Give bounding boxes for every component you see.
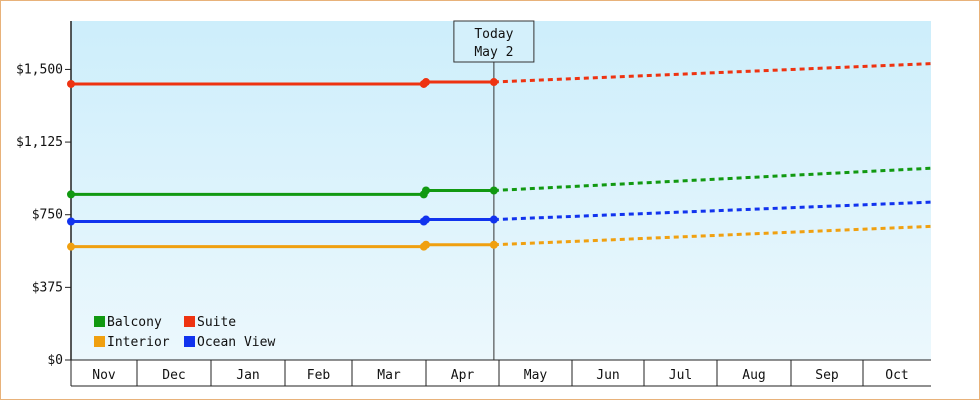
legend-label: Suite <box>197 315 236 330</box>
plot-area <box>71 21 931 360</box>
y-tick-label: $375 <box>32 280 63 295</box>
today-label-box <box>453 20 535 63</box>
y-tick-label: $1,125 <box>16 135 63 150</box>
x-axis: Nov Dec Jan Feb Mar Apr May Jun Jul Aug Sep Oct <box>70 359 931 387</box>
x-tick-label: Mar <box>377 368 401 383</box>
legend-swatch <box>184 316 195 327</box>
x-tick-label: Jul <box>669 368 692 383</box>
legend-label: Interior <box>107 335 170 350</box>
series-point-3 <box>67 217 75 226</box>
y-tick-label: $0 <box>47 353 63 368</box>
series-point-0 <box>67 190 75 199</box>
series-point-1 <box>422 78 430 87</box>
x-tick-label: Oct <box>885 368 908 383</box>
legend-swatch <box>94 316 105 327</box>
x-tick-label: Apr <box>451 368 475 383</box>
series-forecast-line-1 <box>493 62 932 84</box>
series-forecast-line-2 <box>493 224 932 247</box>
legend-label: Balcony <box>107 315 162 330</box>
legend-swatch <box>184 336 195 347</box>
x-tick-label: Jun <box>596 368 619 383</box>
legend-swatch <box>94 336 105 347</box>
series-point-2 <box>422 240 430 249</box>
today-date: May 2 <box>474 45 513 60</box>
today-marker: Today May 2 <box>453 20 535 360</box>
series-forecast-line-0 <box>493 166 932 192</box>
series-point-3 <box>489 215 498 224</box>
series-point-0 <box>489 186 498 195</box>
x-tick-label: Jan <box>236 368 259 383</box>
x-tick-label: Feb <box>307 368 331 383</box>
today-label: Today <box>474 27 513 42</box>
x-tick-label: Sep <box>815 368 839 383</box>
series-point-1 <box>67 79 75 88</box>
series-lines <box>67 62 932 251</box>
legend: Balcony Suite Interior Ocean View <box>94 315 275 350</box>
y-tick-label: $1,500 <box>16 62 63 77</box>
x-tick-label: May <box>524 368 548 383</box>
legend-label: Ocean View <box>197 335 275 350</box>
x-tick-label: Aug <box>742 368 765 383</box>
series-point-2 <box>489 240 498 249</box>
y-axis: $0 $375 $750 $1,125 $1,500 <box>16 21 72 368</box>
series-point-3 <box>422 215 430 224</box>
series-point-0 <box>422 186 430 195</box>
x-tick-label: Nov <box>92 368 116 383</box>
series-point-1 <box>489 78 498 87</box>
series-point-2 <box>67 242 75 251</box>
x-tick-label: Dec <box>162 368 185 383</box>
y-tick-label: $750 <box>32 208 63 223</box>
series-forecast-line-3 <box>493 200 932 222</box>
